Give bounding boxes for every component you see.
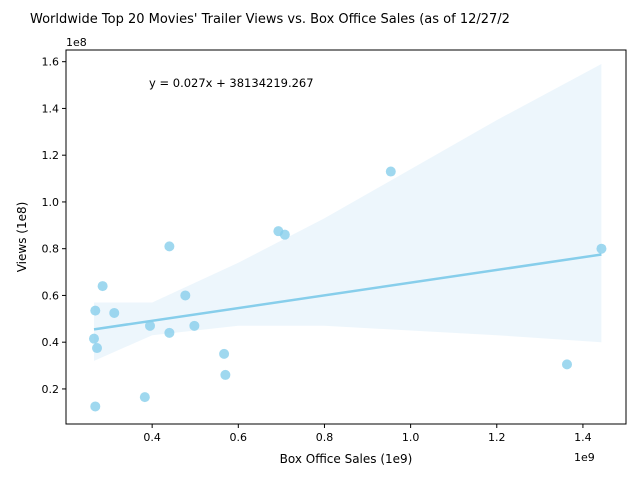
y-tick-label: 0.6 bbox=[42, 289, 60, 302]
data-points-layer bbox=[89, 166, 607, 412]
data-point bbox=[97, 281, 108, 292]
y-tick-label: 0.2 bbox=[42, 383, 60, 396]
data-point bbox=[90, 401, 101, 412]
x-tick-label: 0.8 bbox=[316, 431, 334, 444]
y-tick-label: 1.2 bbox=[42, 149, 60, 162]
confidence-band bbox=[94, 64, 602, 361]
data-point bbox=[279, 229, 290, 240]
data-point bbox=[89, 333, 99, 344]
x-offset-label: 1e9 bbox=[574, 451, 595, 464]
x-tick-label: 1.0 bbox=[402, 431, 420, 444]
regression-line-layer bbox=[93, 253, 602, 331]
data-point bbox=[219, 348, 230, 359]
x-tick-label: 0.4 bbox=[143, 431, 161, 444]
data-point bbox=[145, 320, 155, 331]
y-tick-label: 1.4 bbox=[42, 102, 60, 115]
data-point bbox=[596, 243, 607, 254]
plot-area-frame bbox=[65, 49, 627, 425]
chart-title: Worldwide Top 20 Movies' Trailer Views v… bbox=[30, 12, 510, 27]
data-point bbox=[109, 307, 120, 318]
data-point bbox=[220, 369, 231, 380]
x-tick-label: 1.2 bbox=[488, 431, 506, 444]
x-axis-ticks: 0.4 0.6 0.8 1.0 1.2 1.4 bbox=[143, 424, 592, 444]
y-tick-label: 0.8 bbox=[42, 243, 60, 256]
y-tick-label: 1.0 bbox=[42, 196, 60, 209]
x-axis-label: Box Office Sales (1e9) bbox=[280, 452, 413, 466]
data-point bbox=[139, 392, 150, 403]
data-point bbox=[90, 305, 101, 316]
data-point bbox=[189, 320, 200, 331]
data-point bbox=[164, 241, 175, 252]
x-tick-label: 1.4 bbox=[574, 431, 592, 444]
regression-equation: y = 0.027x + 38134219.267 bbox=[149, 76, 314, 90]
data-point bbox=[561, 359, 572, 370]
y-tick-label: 0.4 bbox=[42, 336, 60, 349]
regression-line bbox=[93, 253, 602, 331]
y-tick-label: 1.6 bbox=[42, 56, 60, 69]
y-axis-ticks: 0.2 0.4 0.6 0.8 1.0 1.2 1.4 1.6 bbox=[42, 56, 66, 396]
y-axis-label: Views (1e8) bbox=[15, 202, 29, 273]
data-point bbox=[385, 166, 396, 177]
confidence-band-layer bbox=[94, 64, 602, 361]
x-tick-label: 0.6 bbox=[230, 431, 248, 444]
data-point bbox=[92, 343, 103, 354]
data-point bbox=[164, 327, 175, 338]
data-point bbox=[180, 290, 191, 301]
y-offset-label: 1e8 bbox=[66, 36, 87, 49]
